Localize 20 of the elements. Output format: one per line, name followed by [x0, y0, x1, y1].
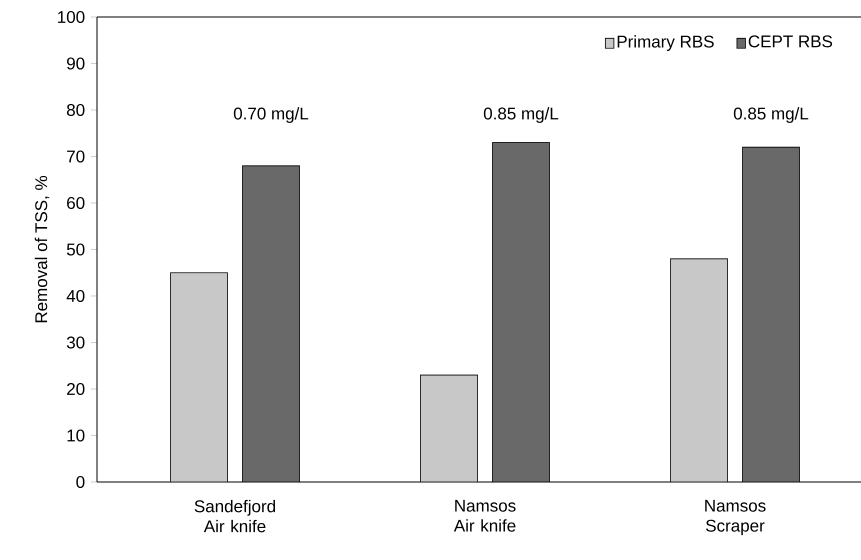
- y-tick-label: 30: [66, 336, 84, 349]
- y-tick-label: 70: [67, 150, 84, 163]
- y-tick-label: 90: [67, 57, 84, 70]
- y-tick-label: 50: [66, 243, 84, 256]
- y-tick-label: 40: [66, 290, 84, 302]
- y-tick-label: 100: [58, 10, 84, 24]
- annotation: 0.85 mg/L: [734, 107, 808, 123]
- y-tick-label: 20: [67, 382, 84, 396]
- legend-label: CEPT RBS: [748, 35, 832, 48]
- y-tick-label: 60: [67, 196, 84, 210]
- annotation: 0.85 mg/L: [484, 107, 558, 123]
- y-tick-label: 80: [66, 104, 84, 116]
- y-axis-title: Removal of TSS, %: [34, 176, 50, 322]
- y-tick-label: 0: [76, 476, 84, 488]
- y-tick-label: 10: [68, 429, 84, 442]
- x-tick-label: Namsos Air knife: [454, 500, 516, 532]
- legend-label: Primary RBS: [618, 35, 714, 51]
- x-tick-label: Namsos Scraper: [705, 500, 766, 536]
- x-tick-label: Sandefjord Air knife: [194, 500, 276, 532]
- annotation: 0.70 mg/L: [234, 107, 308, 123]
